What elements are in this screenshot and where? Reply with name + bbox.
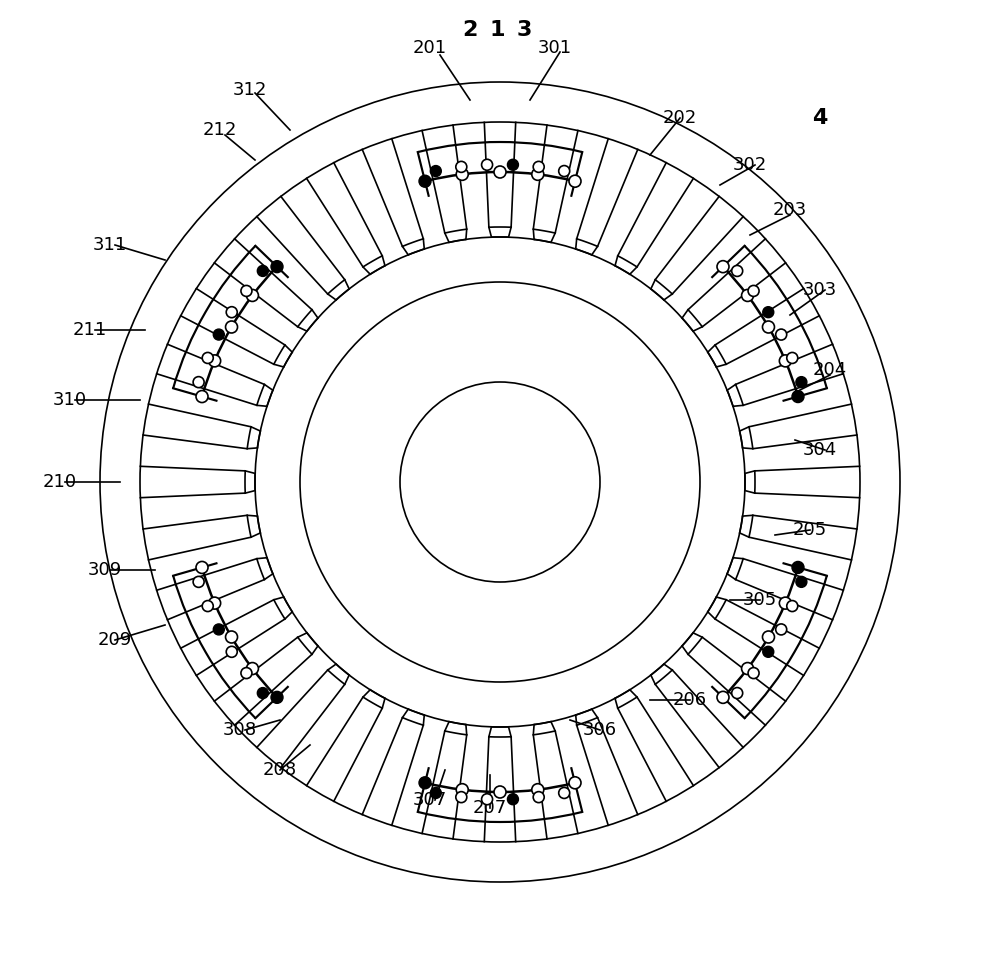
Circle shape (226, 646, 237, 657)
Text: 2: 2 (462, 20, 478, 40)
Circle shape (456, 161, 467, 173)
Circle shape (763, 307, 774, 318)
Circle shape (257, 687, 268, 699)
Circle shape (271, 691, 283, 704)
Circle shape (776, 624, 787, 635)
Circle shape (569, 175, 581, 187)
Circle shape (456, 169, 468, 180)
Text: 309: 309 (88, 561, 122, 579)
Circle shape (209, 355, 221, 367)
Circle shape (559, 166, 570, 176)
Circle shape (532, 169, 544, 180)
Circle shape (748, 285, 759, 296)
Circle shape (507, 159, 518, 171)
Text: 206: 206 (673, 691, 707, 709)
Circle shape (533, 161, 544, 173)
Text: 302: 302 (733, 156, 767, 174)
Circle shape (241, 285, 252, 296)
Circle shape (494, 786, 506, 798)
Text: 312: 312 (233, 81, 267, 99)
Circle shape (419, 777, 431, 789)
Text: 201: 201 (413, 39, 447, 57)
Circle shape (507, 793, 518, 805)
Text: 210: 210 (43, 473, 77, 491)
Circle shape (430, 788, 441, 798)
Circle shape (209, 597, 221, 609)
Circle shape (193, 576, 204, 587)
Text: 306: 306 (583, 721, 617, 739)
Circle shape (787, 353, 798, 363)
Circle shape (419, 175, 431, 187)
Text: 301: 301 (538, 39, 572, 57)
Circle shape (271, 260, 283, 273)
Circle shape (796, 377, 807, 388)
Text: 212: 212 (203, 121, 237, 139)
Circle shape (226, 631, 238, 643)
Circle shape (196, 390, 208, 403)
Circle shape (226, 321, 238, 333)
Text: 202: 202 (663, 109, 697, 127)
Circle shape (779, 355, 791, 367)
Circle shape (456, 791, 467, 803)
Circle shape (776, 329, 787, 340)
Circle shape (742, 289, 754, 302)
Circle shape (717, 691, 729, 704)
Circle shape (762, 631, 774, 643)
Text: 3: 3 (516, 20, 532, 40)
Text: 203: 203 (773, 201, 807, 219)
Text: 204: 204 (813, 361, 847, 379)
Circle shape (456, 784, 468, 795)
Circle shape (796, 576, 807, 587)
Text: 307: 307 (413, 791, 447, 809)
Circle shape (193, 377, 204, 388)
Circle shape (196, 561, 208, 574)
Circle shape (494, 166, 506, 178)
Circle shape (482, 793, 493, 805)
Circle shape (559, 788, 570, 798)
Circle shape (732, 265, 743, 277)
Text: 308: 308 (223, 721, 257, 739)
Circle shape (246, 662, 258, 675)
Circle shape (717, 260, 729, 273)
Circle shape (202, 601, 213, 611)
Circle shape (213, 329, 224, 340)
Circle shape (257, 265, 268, 277)
Circle shape (779, 597, 791, 609)
Circle shape (213, 624, 224, 635)
Text: 4: 4 (812, 108, 828, 128)
Circle shape (732, 687, 743, 699)
Text: 211: 211 (73, 321, 107, 339)
Text: 207: 207 (473, 799, 507, 817)
Circle shape (787, 601, 798, 611)
Circle shape (569, 777, 581, 789)
Text: 311: 311 (93, 236, 127, 254)
Circle shape (246, 289, 258, 302)
Circle shape (202, 353, 213, 363)
Text: 1: 1 (489, 20, 505, 40)
Circle shape (532, 784, 544, 795)
Circle shape (748, 668, 759, 679)
Circle shape (792, 561, 804, 574)
Circle shape (241, 668, 252, 679)
Text: 303: 303 (803, 281, 837, 299)
Circle shape (762, 321, 774, 333)
Circle shape (533, 791, 544, 803)
Circle shape (742, 662, 754, 675)
Text: 304: 304 (803, 441, 837, 459)
Text: 305: 305 (743, 591, 777, 609)
Text: 310: 310 (53, 391, 87, 409)
Circle shape (430, 166, 441, 176)
Circle shape (226, 307, 237, 318)
Circle shape (763, 646, 774, 657)
Circle shape (482, 159, 493, 171)
Circle shape (792, 390, 804, 403)
Text: 209: 209 (98, 631, 132, 649)
Text: 205: 205 (793, 521, 827, 539)
Text: 208: 208 (263, 761, 297, 779)
